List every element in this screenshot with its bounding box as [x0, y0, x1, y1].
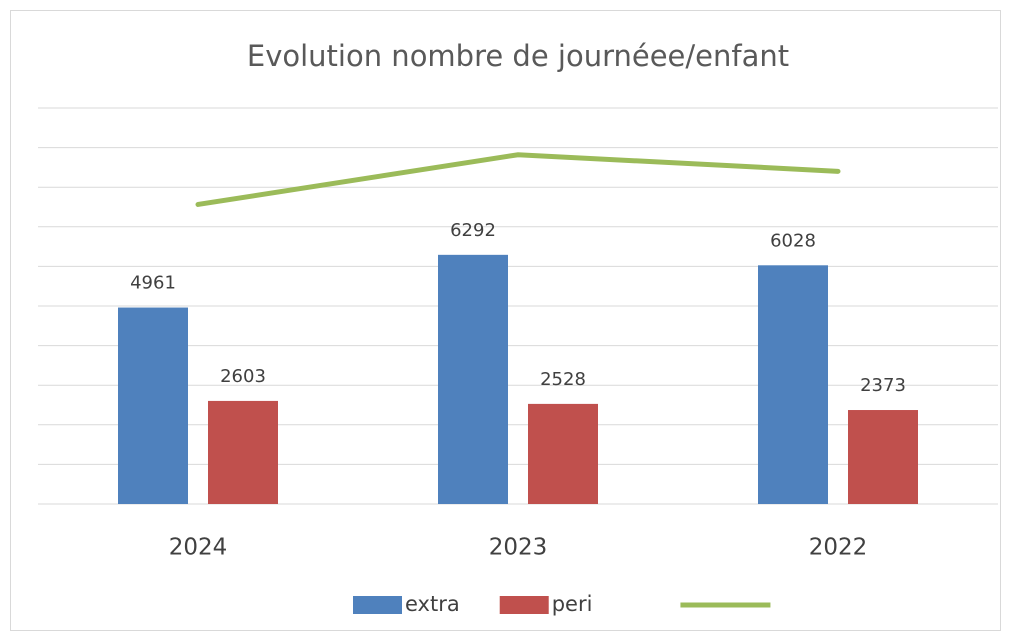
bar [758, 265, 828, 504]
bar [528, 403, 598, 504]
x-tick-label: 2023 [489, 535, 548, 561]
data-label: 2528 [540, 369, 586, 390]
line [195, 152, 841, 207]
bar [118, 307, 188, 504]
data-label: 2603 [220, 366, 266, 387]
legend-swatch [499, 596, 549, 614]
data-label: 6292 [450, 220, 496, 241]
data-label: 2373 [860, 375, 906, 396]
legend-label: peri [552, 592, 593, 616]
x-tick-label: 2024 [169, 535, 228, 561]
x-tick-label: 2022 [809, 535, 868, 561]
bar [208, 400, 278, 504]
data-label: 6028 [770, 230, 816, 251]
data-label: 4961 [130, 273, 176, 294]
bar [848, 410, 918, 504]
chart-title: Evolution nombre de journéee/enfant [247, 39, 789, 73]
legend-label: extra [405, 592, 460, 616]
legend-swatch [353, 596, 402, 614]
bar [438, 254, 508, 504]
